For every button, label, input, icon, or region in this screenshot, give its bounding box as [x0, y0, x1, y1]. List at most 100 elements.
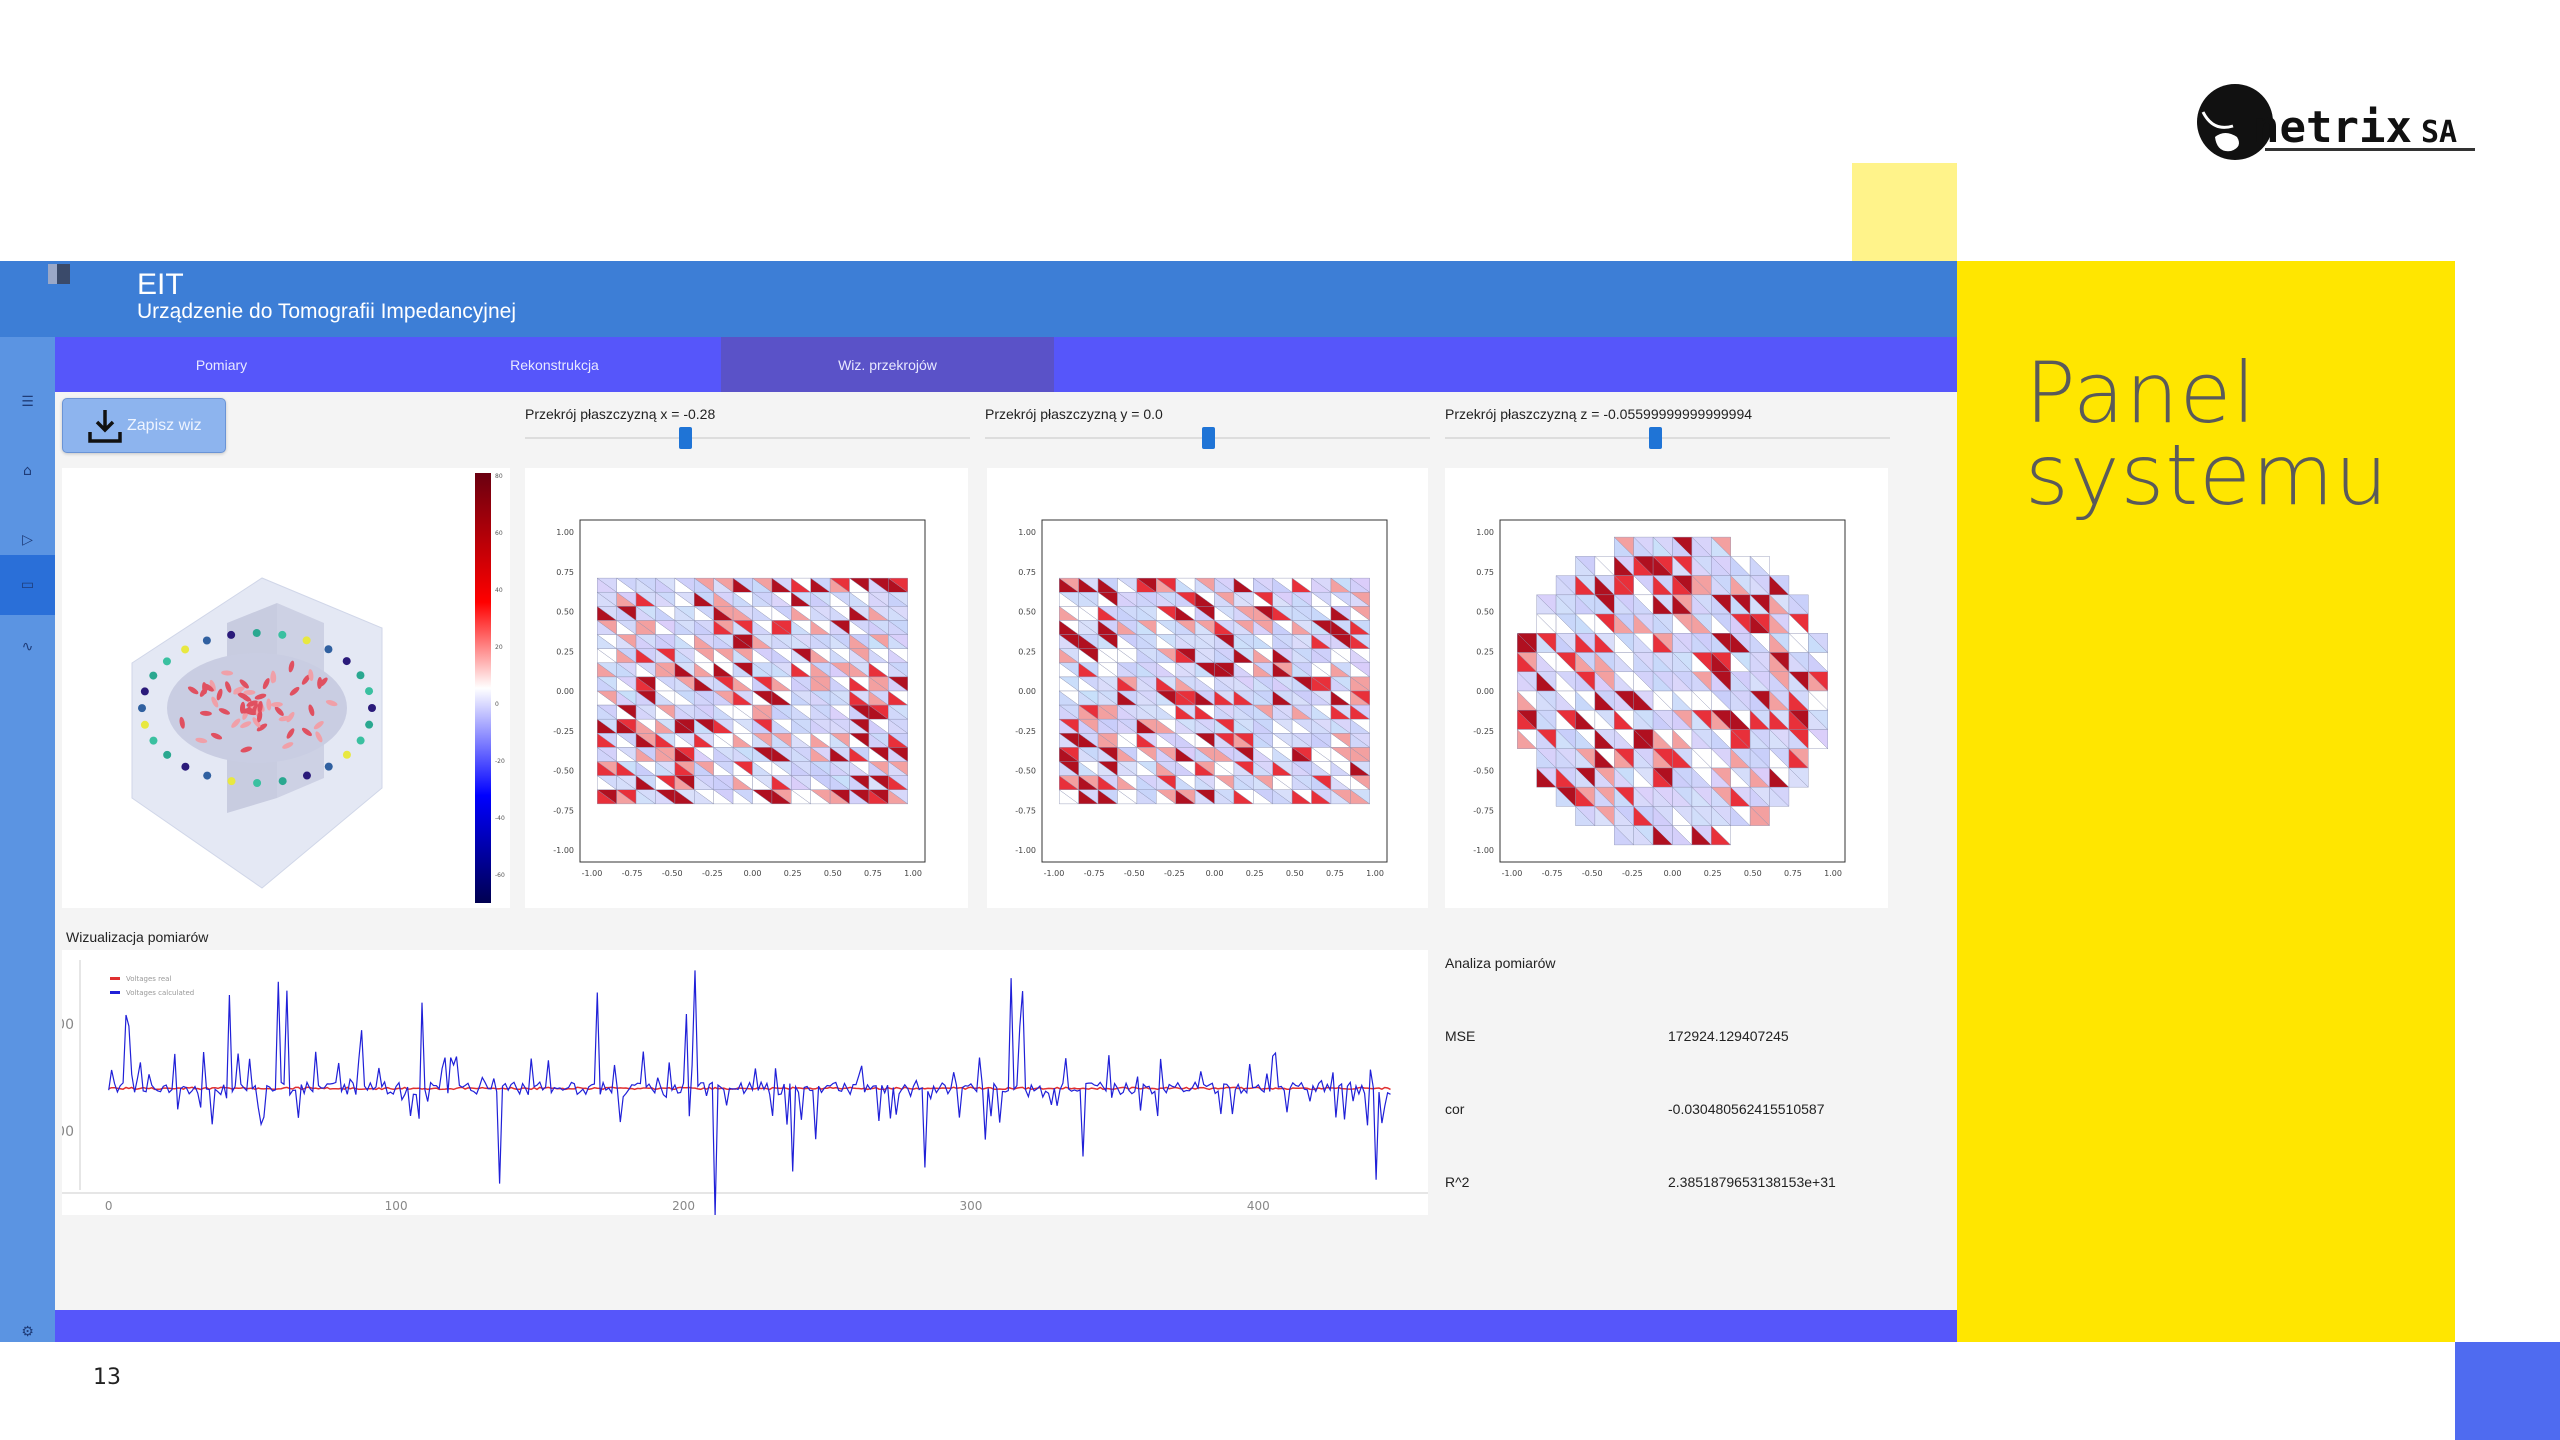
x-tick-label: -0.50: [1582, 869, 1603, 878]
electrode-marker: [278, 777, 287, 786]
field-blob: [301, 727, 312, 737]
svg-text:netrix: netrix: [2253, 102, 2412, 153]
tab-rekonstrukcja[interactable]: Rekonstrukcja: [510, 356, 599, 373]
y-tick-label: -0.75: [1473, 806, 1494, 815]
field-blob: [278, 715, 291, 722]
electrode-marker: [342, 657, 351, 666]
mesh-triangle: [1349, 690, 1370, 706]
field-blob: [187, 686, 199, 695]
colorbar-tick: -60: [495, 872, 505, 879]
save-label: Zapisz wiz: [127, 416, 202, 434]
x-tick-label: 0.50: [1744, 869, 1762, 878]
field-blob: [243, 689, 256, 695]
electrode-marker: [202, 636, 211, 645]
y-tick-label: 0.75: [1476, 568, 1494, 577]
slide-title: Panel systemu: [2025, 344, 2389, 524]
field-blob: [252, 717, 261, 728]
mesh-triangle: [887, 606, 908, 621]
mesh-triangle: [1710, 825, 1731, 846]
download-icon: [88, 409, 122, 443]
mesh-triangle: [887, 761, 908, 777]
mesh-triangle: [1749, 806, 1770, 827]
tab-wiz-przekrojow[interactable]: Wiz. przekrojów: [721, 337, 1054, 392]
field-blob: [216, 688, 223, 701]
home-icon[interactable]: ⌂: [23, 463, 32, 479]
save-visualization-button[interactable]: Zapisz wiz: [62, 398, 226, 453]
mesh-triangle: [887, 733, 908, 748]
slice-x-plot: -1.00 -1.00 -0.75 -0.75 -0.50 -0.50 -0.25 -0.25…: [553, 519, 926, 878]
plot-3d-panel[interactable]: 80 60 40 20 0 -20 -40 -60: [62, 468, 510, 908]
y-tick-label: -0.75: [1015, 806, 1036, 815]
electrode-marker: [227, 630, 236, 639]
slice-x-panel: -1.00 -1.00 -0.75 -0.75 -0.50 -0.50 -0.25 -0.25…: [525, 468, 968, 908]
electrode-marker: [162, 657, 171, 666]
archive-icon[interactable]: ▭: [0, 555, 55, 615]
tab-pomiary[interactable]: Pomiary: [195, 356, 248, 373]
x-tick-label: 1.00: [1366, 869, 1384, 878]
field-blob: [199, 710, 212, 716]
x-tick-label: 0.75: [1326, 869, 1344, 878]
y-tick-label: 1.00: [556, 528, 574, 537]
mesh-triangle: [1349, 719, 1370, 734]
y-tick-label: 1.00: [1476, 528, 1494, 537]
field-blob: [289, 686, 300, 696]
slider-handle-y[interactable]: [1201, 427, 1215, 449]
electrode-marker: [302, 636, 311, 645]
field-blob: [240, 746, 253, 753]
y-tick-label: 0.75: [556, 568, 574, 577]
electrode-marker: [365, 687, 374, 696]
plot-frame: [1499, 519, 1846, 863]
page-number: 13: [93, 1365, 121, 1390]
electrode-marker: [181, 645, 190, 654]
y-tick-label: 0.00: [1018, 687, 1036, 696]
slider-handle-x[interactable]: [679, 427, 693, 449]
x-tick-label: 0.25: [784, 869, 802, 878]
electrode-marker: [278, 630, 287, 639]
mesh-triangle: [887, 634, 908, 650]
menu-icon[interactable]: ☰: [21, 394, 34, 410]
cor-label: cor: [1445, 1101, 1465, 1117]
play-icon[interactable]: ▷: [22, 532, 33, 548]
field-blob: [251, 703, 260, 714]
mesh-triangle: [1349, 620, 1370, 635]
x-tick-label: 0.75: [864, 869, 882, 878]
electrode-marker: [368, 704, 376, 712]
field-blob: [233, 687, 244, 695]
mesh-triangle: [1710, 536, 1731, 557]
slice-z-plot: -1.00 -1.00 -0.75 -0.75 -0.50 -0.50 -0.25 -0.25…: [1473, 519, 1846, 878]
activity-icon[interactable]: ∿: [21, 639, 34, 655]
field-blob: [313, 720, 324, 730]
field-blob: [282, 742, 294, 749]
x-tick-label: -0.25: [702, 869, 723, 878]
x-tick-label: 0.00: [744, 869, 762, 878]
measurements-chart-panel[interactable]: 0 100 200 300 400 1000 2000 Voltages real Voltag…: [38, 950, 1428, 1216]
field-blob: [231, 718, 241, 728]
electrode-marker: [203, 771, 212, 780]
legend-swatch-real: [110, 977, 120, 980]
mesh-triangle: [887, 690, 908, 706]
app-subtitle: Urządzenie do Tomografii Impedancyjnej: [137, 300, 516, 323]
x-tick-label: 400: [1247, 1199, 1270, 1213]
y-tick-label: -0.50: [1015, 767, 1036, 776]
mesh-triangle: [1807, 671, 1828, 692]
slider-track-x[interactable]: [525, 437, 970, 439]
plot-3d[interactable]: 80 60 40 20 0 -20 -40 -60: [62, 468, 510, 908]
measurements-chart[interactable]: 0 100 200 300 400 1000 2000 Voltages real Voltag…: [38, 950, 1428, 1216]
slider-handle-z[interactable]: [1649, 427, 1663, 449]
slider-track-z[interactable]: [1445, 437, 1890, 439]
field-blob: [210, 732, 223, 740]
slice-z-panel: -1.00 -1.00 -0.75 -0.75 -0.50 -0.50 -0.25 -0.25…: [1445, 468, 1888, 908]
field-blob: [221, 670, 234, 676]
y-tick-label: 1.00: [1018, 528, 1036, 537]
slice-y-panel: -1.00 -1.00 -0.75 -0.75 -0.50 -0.50 -0.25 -0.25…: [987, 468, 1428, 908]
field-blob: [211, 696, 219, 708]
svg-text:SA: SA: [2421, 115, 2457, 150]
field-blob: [195, 737, 208, 744]
mesh-triangle: [1788, 748, 1809, 769]
mesh-triangle: [887, 704, 908, 720]
series-voltages-calculated: [108, 970, 1391, 1216]
legend-swatch-calculated: [110, 991, 120, 994]
yellow-panel: [1957, 261, 2455, 1342]
settings-icon[interactable]: ⚙: [21, 1324, 34, 1340]
electrode-marker: [356, 736, 365, 745]
